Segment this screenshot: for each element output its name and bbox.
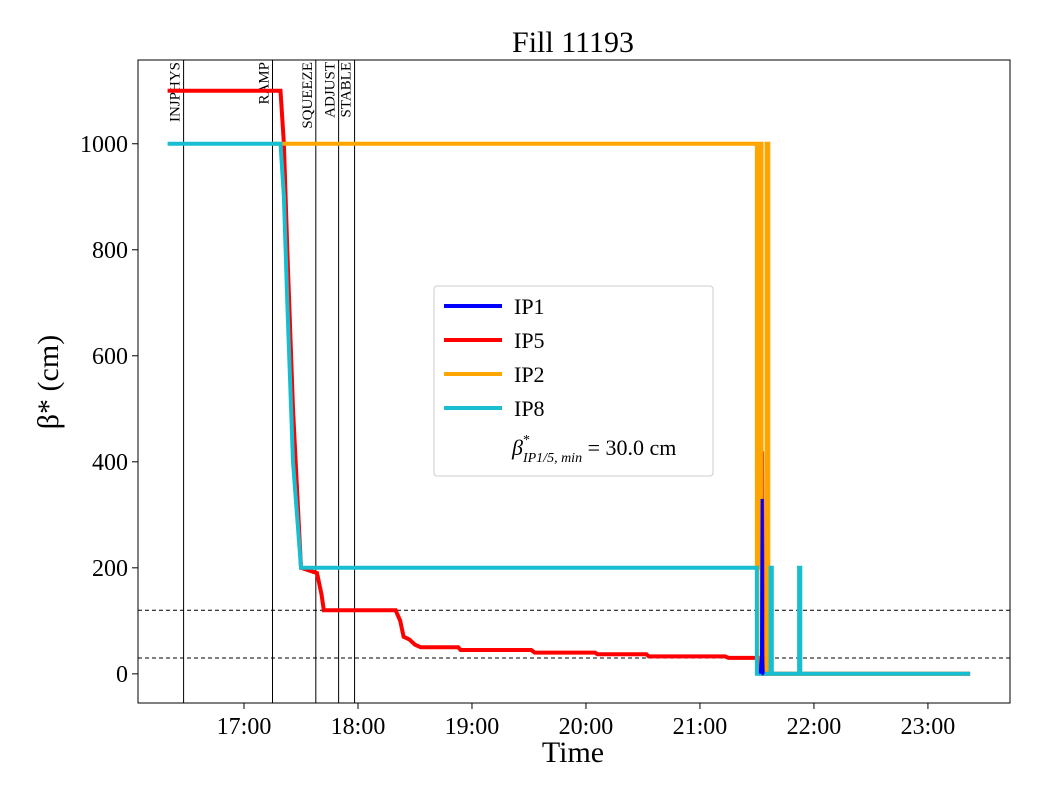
series-line-ip1-overlay	[758, 498, 765, 676]
y-tick-label: 200	[92, 556, 128, 582]
legend-label-ip5: IP5	[514, 328, 545, 353]
y-tick-label: 800	[92, 238, 128, 264]
legend-label-ip1: IP1	[514, 294, 545, 319]
x-tick-label: 17:00	[217, 714, 272, 740]
legend-label-ip2: IP2	[514, 362, 545, 387]
phase-label-ramp: RAMP	[257, 62, 273, 105]
x-tick-label: 22:00	[787, 714, 842, 740]
x-tick-label: 18:00	[331, 714, 386, 740]
x-axis-label: Time	[542, 736, 604, 769]
chart-title: Fill 11193	[512, 26, 634, 59]
x-tick-label: 20:00	[559, 714, 614, 740]
legend-box	[433, 285, 714, 477]
legend-label-ip8: IP8	[514, 396, 545, 421]
legend: IP1 IP5 IP2 IP8 β* IP1/5, min = 30.0 cm	[433, 285, 714, 477]
x-tick-label: 23:00	[901, 714, 956, 740]
y-axis-label: β* (cm)	[32, 335, 65, 429]
y-tick-label: 400	[92, 450, 128, 476]
plot-frame	[137, 59, 1011, 704]
series-line-ip2	[272, 141, 971, 676]
x-tick-label: 21:00	[673, 714, 728, 740]
x-tick-label: 19:00	[445, 714, 500, 740]
y-tick-label: 600	[92, 344, 128, 370]
legend-note: β* IP1/5, min = 30.0 cm	[511, 433, 676, 466]
series-line-ip8	[167, 141, 971, 676]
y-tick-label: 1000	[80, 132, 128, 158]
phase-label-stable: STABLE	[339, 62, 355, 117]
y-tick-label: 0	[116, 662, 128, 688]
phase-label-squeeze: SQUEEZE	[300, 62, 316, 129]
phase-label-adjust: ADJUST	[323, 62, 339, 118]
